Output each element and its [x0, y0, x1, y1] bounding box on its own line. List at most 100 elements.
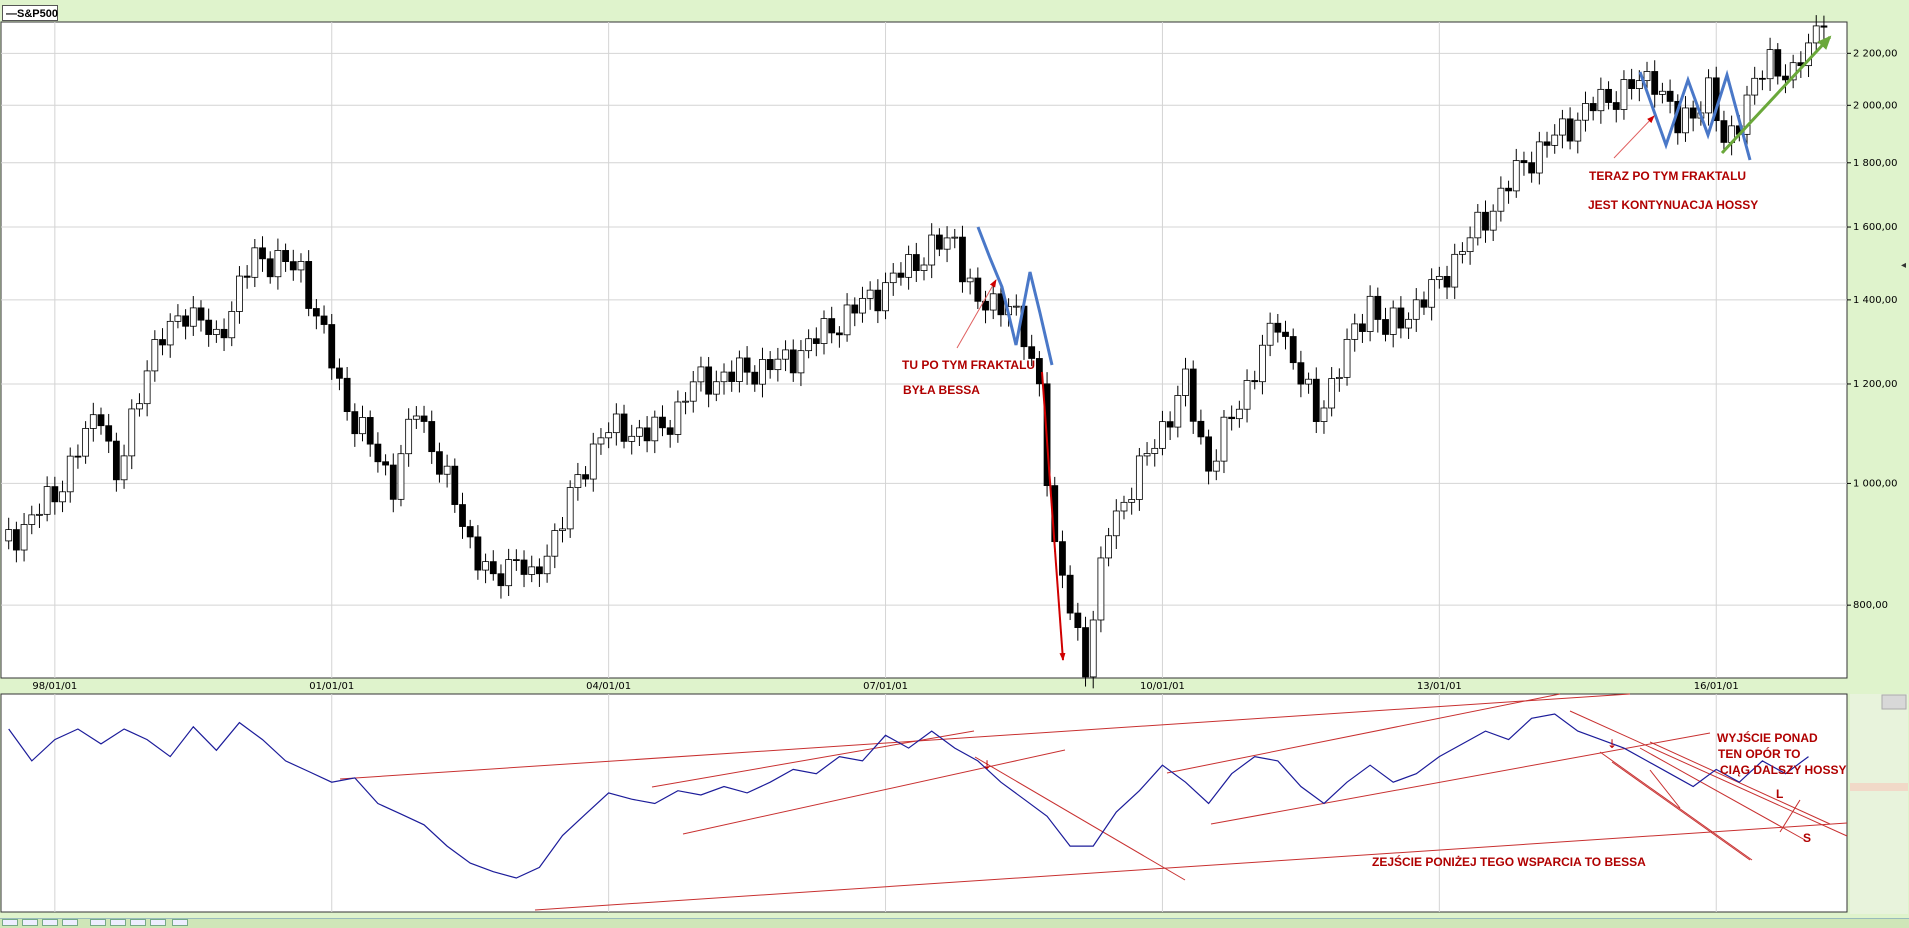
uptrend-arrow	[1720, 35, 1832, 155]
candle	[920, 264, 928, 271]
candle	[1235, 408, 1243, 420]
candle	[351, 411, 359, 435]
candle	[1366, 295, 1374, 332]
candle	[882, 282, 889, 312]
candle	[1335, 376, 1343, 379]
y-tick-label: 1 800,00	[1853, 158, 1898, 169]
candle	[1389, 307, 1397, 335]
candle	[1128, 499, 1136, 503]
candle	[1635, 80, 1643, 89]
candle	[1328, 378, 1336, 409]
candle	[1259, 344, 1266, 383]
candle	[1535, 141, 1543, 174]
candle	[712, 381, 720, 395]
candle	[320, 315, 328, 325]
candle	[1074, 612, 1082, 628]
bottom-tab[interactable]	[2, 919, 18, 926]
candle	[1682, 107, 1689, 134]
trendline	[1210, 732, 1711, 825]
candle	[1212, 460, 1220, 472]
y-tick-label: 800,00	[1853, 600, 1888, 611]
bottom-tab[interactable]	[90, 919, 106, 926]
candle	[489, 561, 497, 575]
oscillator-grid	[54, 694, 1717, 912]
candle	[128, 408, 136, 457]
candle	[1220, 416, 1228, 462]
candle	[1351, 323, 1359, 340]
candle	[1297, 362, 1305, 385]
bottom-tab[interactable]	[22, 919, 38, 926]
candle	[259, 247, 266, 260]
y-tick-label: 1 600,00	[1853, 222, 1898, 233]
annotation-right-1: TERAZ PO TYM FRAKTALU	[1589, 169, 1746, 183]
candle	[1143, 453, 1151, 457]
candle	[766, 359, 774, 371]
candle	[1766, 49, 1774, 80]
bottom-tab[interactable]	[172, 919, 188, 926]
bottom-tab[interactable]	[150, 919, 166, 926]
trendline	[1639, 747, 1806, 841]
candle	[966, 277, 974, 283]
candle	[1474, 211, 1482, 239]
candle	[528, 566, 536, 575]
candle	[989, 293, 997, 311]
candle	[82, 428, 90, 457]
candle	[789, 349, 797, 374]
candle	[243, 275, 251, 278]
bottom-tab[interactable]	[130, 919, 146, 926]
candle	[1597, 88, 1605, 112]
candle	[1482, 211, 1489, 231]
candle	[336, 367, 343, 379]
osc-annotation-breakout-1: WYJŚCIE PONAD	[1717, 730, 1818, 745]
y-tick-label: 2 200,00	[1853, 48, 1898, 59]
x-tick-label: 07/01/01	[863, 681, 908, 692]
scroll-thumb[interactable]	[1881, 694, 1907, 710]
osc-annotation-breakout-2: TEN OPÓR TO	[1718, 746, 1800, 761]
candle	[589, 443, 597, 480]
candle	[1543, 141, 1551, 146]
bottom-tab[interactable]	[62, 919, 78, 926]
bottom-tab[interactable]	[42, 919, 58, 926]
candle	[43, 486, 51, 515]
candle	[959, 236, 966, 283]
candle	[643, 427, 651, 442]
candle	[1182, 368, 1189, 396]
candle	[397, 453, 405, 500]
candle	[1059, 541, 1066, 576]
candle	[36, 513, 43, 516]
y-tick-label: 1 400,00	[1853, 295, 1898, 306]
candle	[482, 561, 489, 571]
candle	[1528, 162, 1536, 174]
candle	[1705, 77, 1712, 114]
chart-title-box[interactable]: —S&P500	[2, 5, 58, 21]
bottom-tab[interactable]	[110, 919, 126, 926]
chart-title: S&P500	[17, 8, 58, 20]
oscillator-trendlines	[339, 693, 1848, 911]
candle	[897, 272, 905, 278]
candle	[343, 377, 351, 413]
osc-label-s: S	[1803, 831, 1811, 845]
candle	[212, 328, 220, 335]
x-tick-label: 10/01/01	[1140, 681, 1185, 692]
candle	[1343, 338, 1351, 378]
candle	[174, 315, 182, 322]
candle	[1651, 71, 1659, 95]
candle	[566, 487, 574, 530]
candle	[474, 536, 482, 571]
candle	[1228, 416, 1236, 420]
trendline	[1649, 741, 1831, 825]
candle	[805, 338, 813, 352]
candle	[728, 371, 736, 382]
candle	[912, 254, 920, 271]
candle	[120, 455, 128, 481]
candle	[620, 413, 628, 442]
price-x-axis: 98/01/01 01/01/01 04/01/01 07/01/01 10/01/01…	[32, 681, 1738, 692]
candles	[5, 15, 1828, 689]
trendline	[651, 730, 975, 788]
annotation-left-2: BYŁA BESSA	[903, 383, 980, 397]
candle	[1589, 103, 1597, 112]
right-scrollbar[interactable]	[1850, 694, 1908, 914]
candle	[228, 311, 236, 339]
candle	[1089, 619, 1097, 678]
candle	[166, 320, 174, 346]
